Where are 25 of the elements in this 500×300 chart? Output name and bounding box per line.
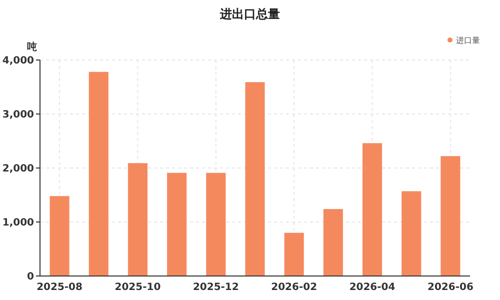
chart-title: 进出口总量 (219, 7, 280, 21)
y-tick-label: 4,000 (2, 56, 34, 66)
y-tick-label: 1,000 (2, 218, 34, 228)
y-tick-label: 0 (27, 272, 34, 282)
legend-label: 进口量 (456, 36, 480, 45)
x-tick-label: 2025-10 (114, 282, 161, 293)
y-tick-label: 2,000 (2, 164, 34, 174)
x-tick-label: 2025-08 (36, 282, 83, 293)
x-tick-label: 2025-12 (192, 282, 239, 293)
bar (88, 72, 108, 276)
x-tick-label: 2026-02 (271, 282, 318, 293)
y-tick-label: 3,000 (2, 110, 34, 120)
bar (402, 191, 422, 276)
bar (362, 143, 382, 276)
bar (284, 232, 304, 276)
bar (50, 196, 70, 276)
x-tick-label: 2026-04 (349, 282, 396, 293)
bar (323, 209, 343, 276)
bar (167, 172, 187, 276)
bar (128, 163, 148, 276)
bar (440, 156, 460, 276)
y-axis-title: 吨 (27, 41, 37, 53)
bar (206, 172, 226, 276)
x-tick-label: 2026-06 (428, 282, 474, 293)
bar (245, 82, 265, 276)
